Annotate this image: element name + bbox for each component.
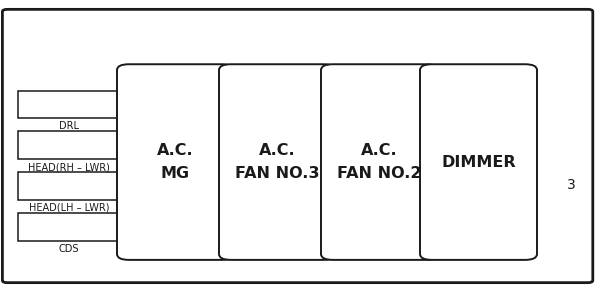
FancyBboxPatch shape [2, 9, 593, 283]
FancyBboxPatch shape [219, 64, 336, 260]
Text: HEAD(LH – LWR): HEAD(LH – LWR) [29, 203, 109, 213]
Text: DRL: DRL [59, 121, 79, 131]
FancyBboxPatch shape [117, 64, 234, 260]
FancyBboxPatch shape [420, 64, 537, 260]
Text: A.C.
MG: A.C. MG [157, 143, 194, 181]
Text: A.C.
FAN NO.2: A.C. FAN NO.2 [337, 143, 422, 181]
FancyBboxPatch shape [18, 172, 120, 200]
Text: HEAD(RH – LWR): HEAD(RH – LWR) [28, 162, 110, 172]
FancyBboxPatch shape [18, 91, 120, 118]
Text: DIMMER: DIMMER [441, 154, 516, 170]
FancyBboxPatch shape [321, 64, 438, 260]
Text: 3: 3 [567, 178, 575, 192]
Text: CDS: CDS [59, 244, 79, 254]
FancyBboxPatch shape [18, 131, 120, 159]
Text: A.C.
FAN NO.3: A.C. FAN NO.3 [235, 143, 320, 181]
FancyBboxPatch shape [18, 213, 120, 241]
